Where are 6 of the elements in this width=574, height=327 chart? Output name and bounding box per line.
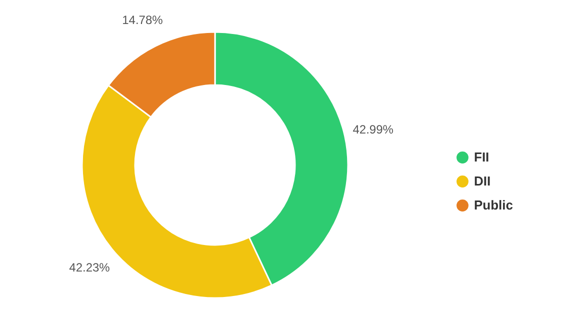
data-label: 14.78%: [122, 13, 164, 28]
legend-label: DII: [474, 174, 491, 188]
data-label: 42.99%: [352, 122, 394, 137]
legend-label: Public: [474, 198, 514, 212]
data-label: 42.23%: [69, 260, 110, 274]
legend-label: FII: [474, 150, 490, 164]
